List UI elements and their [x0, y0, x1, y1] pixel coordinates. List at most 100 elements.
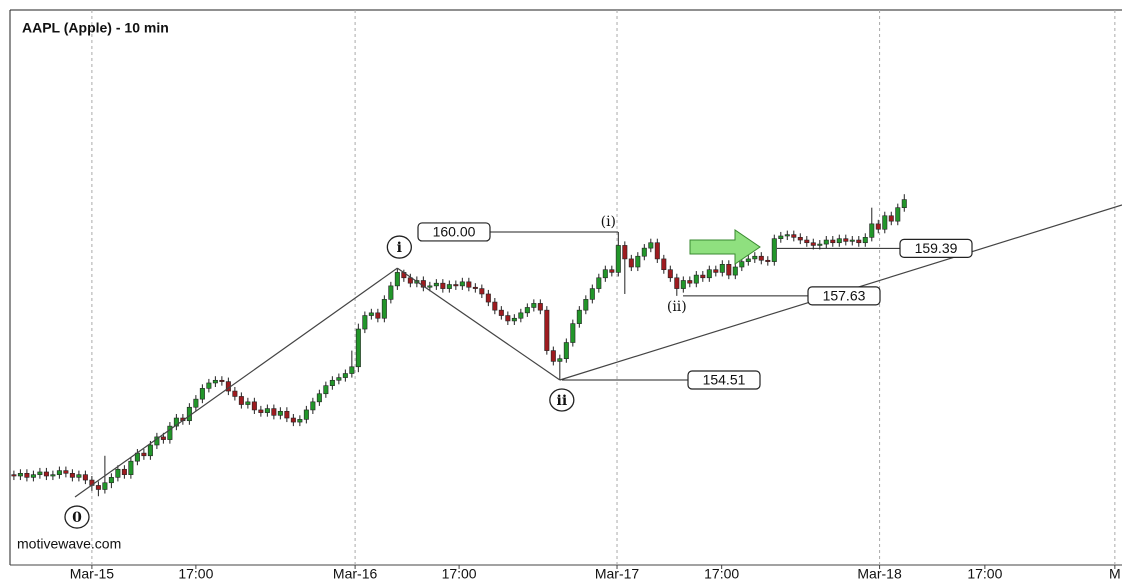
candle-body — [498, 309, 504, 316]
candle-body — [446, 284, 452, 289]
candle-body — [303, 409, 309, 420]
marks — [11, 194, 907, 497]
wave-label: 0 — [72, 510, 82, 526]
candle-body — [518, 312, 524, 319]
price-box — [899, 238, 973, 258]
candle-body — [238, 396, 244, 405]
candle-body — [713, 269, 719, 273]
x-tick-label: Mar-16 — [333, 566, 378, 581]
candle-body — [368, 312, 374, 316]
price-label: 157.63 — [823, 288, 866, 304]
candle-body — [316, 393, 322, 403]
x-tick-label: Mar-15 — [70, 566, 115, 581]
candle-body — [732, 266, 738, 276]
candle-body — [869, 223, 875, 238]
candle-body — [160, 436, 166, 440]
candle-body — [797, 237, 803, 241]
x-tick-label: 17:00 — [704, 566, 739, 581]
candle-body — [17, 473, 23, 477]
candle-body — [765, 259, 771, 262]
candle-body — [628, 258, 634, 268]
candle-body — [56, 470, 62, 475]
candle-body — [641, 247, 647, 257]
candle-body — [862, 237, 868, 244]
candle-body — [648, 242, 654, 249]
candle-body — [141, 452, 147, 457]
chart-title: AAPL (Apple) - 10 min — [22, 20, 169, 36]
candle-body — [557, 358, 563, 362]
candle-body — [375, 312, 381, 319]
candle-body — [700, 274, 706, 279]
candle-body — [550, 350, 556, 362]
candle-body — [290, 417, 296, 423]
candle-body — [76, 474, 82, 478]
wave-label: ii — [557, 393, 568, 409]
x-tick-label: 17:00 — [967, 566, 1002, 581]
wave-circle — [64, 505, 90, 529]
candle-body — [635, 255, 641, 268]
wave-label: i — [397, 240, 402, 256]
x-tick-label: Mar-17 — [595, 566, 640, 581]
x-tick-label: M — [1109, 566, 1121, 581]
candle-body — [277, 410, 283, 416]
candle-body — [258, 409, 264, 413]
candle-body — [602, 269, 608, 279]
candle-body — [310, 401, 316, 411]
price-box — [807, 286, 881, 306]
candle-body — [823, 239, 829, 245]
candle-body — [680, 280, 686, 289]
arrow — [689, 229, 761, 265]
candle-body — [817, 243, 823, 246]
candle-body — [245, 401, 251, 405]
candle-body — [583, 299, 589, 311]
price-label: 159.39 — [915, 240, 958, 256]
candle-body — [706, 269, 712, 279]
candle-body — [271, 408, 277, 416]
candle-body — [459, 281, 465, 287]
candle-body — [24, 473, 30, 478]
candle-body — [856, 239, 862, 244]
candle-body — [30, 474, 36, 478]
candle-body — [609, 269, 615, 273]
candle-body — [329, 379, 335, 386]
x-tick-label: 17:00 — [178, 566, 213, 581]
candle-body — [11, 474, 17, 477]
candle-body — [687, 280, 693, 284]
watermark: motivewave.com — [17, 536, 121, 552]
candle-body — [466, 281, 472, 288]
candle-body — [791, 234, 797, 238]
wave-circle — [549, 388, 575, 412]
candle-body — [596, 277, 602, 289]
candle-body — [147, 444, 153, 457]
candle-body — [323, 385, 329, 395]
candle-body — [394, 272, 400, 287]
candle-body — [381, 299, 387, 319]
candle-body — [849, 239, 855, 242]
candle-body — [167, 425, 173, 440]
candle-body — [778, 235, 784, 239]
price-box — [687, 370, 761, 390]
x-tick-label: 17:00 — [442, 566, 477, 581]
candle-body — [537, 303, 543, 311]
candle-body — [739, 261, 745, 268]
candle-body — [349, 366, 355, 374]
candle-body — [388, 285, 394, 300]
candle-body — [284, 410, 290, 419]
candle-body — [888, 215, 894, 222]
minor-wave-label: (ii) — [667, 299, 687, 315]
candle-body — [745, 258, 751, 262]
candle-body — [804, 239, 810, 244]
candle-body — [726, 264, 732, 276]
candle-body — [212, 379, 218, 384]
candle-body — [63, 470, 69, 474]
candle-body — [784, 234, 790, 237]
candle-body — [492, 301, 498, 311]
wave-line — [397, 267, 561, 381]
candle-body — [173, 417, 179, 427]
candle-body — [264, 408, 270, 413]
candle-body — [485, 293, 491, 303]
price-box — [417, 222, 491, 242]
candle-body — [661, 258, 667, 271]
candle-body — [693, 274, 699, 284]
